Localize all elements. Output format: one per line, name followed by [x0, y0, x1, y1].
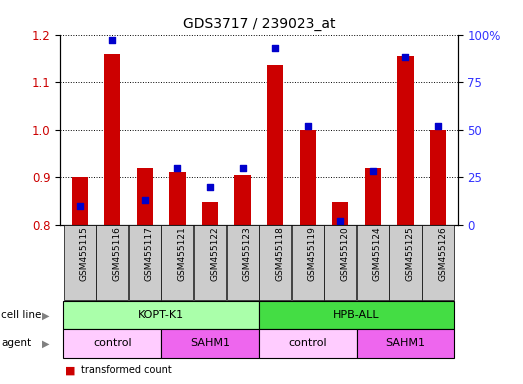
- Text: GSM455115: GSM455115: [79, 227, 89, 281]
- Text: GSM455120: GSM455120: [340, 227, 349, 281]
- Text: ■: ■: [65, 365, 76, 375]
- Text: GSM455123: GSM455123: [243, 227, 252, 281]
- Text: agent: agent: [1, 338, 31, 349]
- Text: HPB-ALL: HPB-ALL: [333, 310, 380, 321]
- Bar: [137, 167, 153, 225]
- Point: [141, 197, 149, 203]
- Bar: [365, 167, 381, 225]
- Bar: [397, 56, 414, 225]
- Text: KOPT-K1: KOPT-K1: [138, 310, 184, 321]
- Text: GSM455119: GSM455119: [308, 227, 317, 281]
- Point: [336, 218, 345, 224]
- Text: GSM455118: GSM455118: [275, 227, 284, 281]
- Text: control: control: [289, 338, 327, 349]
- Text: GSM455124: GSM455124: [373, 227, 382, 281]
- Bar: [430, 130, 446, 225]
- Bar: [202, 202, 218, 225]
- Text: GSM455122: GSM455122: [210, 227, 219, 281]
- Text: ▶: ▶: [42, 338, 49, 349]
- Text: cell line: cell line: [1, 310, 41, 321]
- Text: GSM455116: GSM455116: [112, 227, 121, 281]
- Bar: [169, 172, 186, 225]
- Point: [75, 203, 84, 209]
- Bar: [234, 175, 251, 225]
- Bar: [104, 54, 120, 225]
- Point: [238, 164, 247, 170]
- Bar: [267, 65, 283, 225]
- Text: transformed count: transformed count: [81, 365, 172, 375]
- Bar: [72, 177, 88, 225]
- Text: ▶: ▶: [42, 310, 49, 321]
- Point: [173, 164, 181, 170]
- Point: [271, 45, 279, 51]
- Point: [369, 168, 377, 174]
- Text: GSM455125: GSM455125: [405, 227, 415, 281]
- Point: [434, 123, 442, 129]
- Point: [108, 37, 117, 43]
- Text: GSM455126: GSM455126: [438, 227, 447, 281]
- Bar: [300, 130, 316, 225]
- Text: GSM455121: GSM455121: [177, 227, 186, 281]
- Point: [206, 184, 214, 190]
- Point: [303, 123, 312, 129]
- Point: [401, 54, 410, 60]
- Text: SAHM1: SAHM1: [190, 338, 230, 349]
- Bar: [332, 202, 348, 225]
- Text: control: control: [93, 338, 132, 349]
- Text: GSM455117: GSM455117: [145, 227, 154, 281]
- Title: GDS3717 / 239023_at: GDS3717 / 239023_at: [183, 17, 335, 31]
- Text: SAHM1: SAHM1: [385, 338, 426, 349]
